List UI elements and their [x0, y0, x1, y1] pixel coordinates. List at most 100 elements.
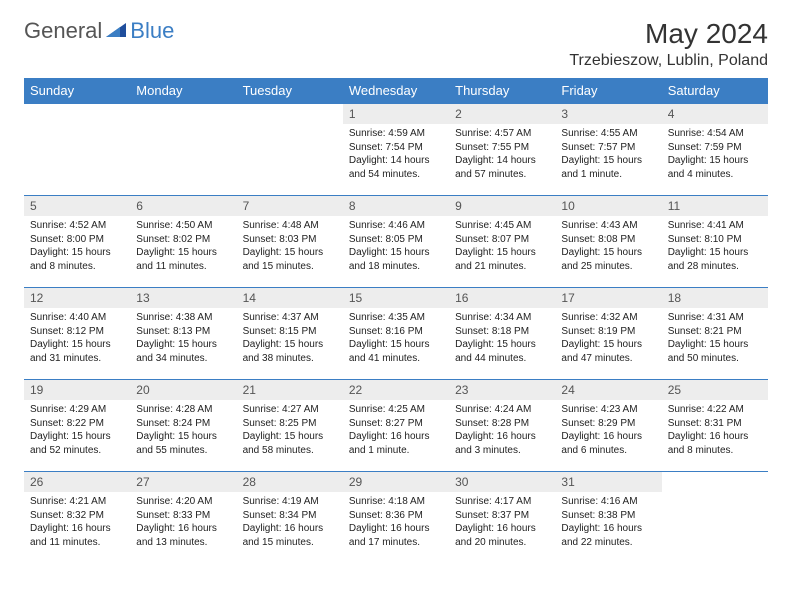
- weekday-header: Wednesday: [343, 78, 449, 104]
- calendar-day-cell: 20Sunrise: 4:28 AMSunset: 8:24 PMDayligh…: [130, 380, 236, 472]
- calendar-day-cell: 2Sunrise: 4:57 AMSunset: 7:55 PMDaylight…: [449, 104, 555, 196]
- daylight-line: Daylight: 14 hours and 57 minutes.: [455, 154, 549, 181]
- daylight-line: Daylight: 15 hours and 4 minutes.: [668, 154, 762, 181]
- day-number: 18: [662, 288, 768, 308]
- day-number: 15: [343, 288, 449, 308]
- calendar-day-cell: 8Sunrise: 4:46 AMSunset: 8:05 PMDaylight…: [343, 196, 449, 288]
- weekday-header: Thursday: [449, 78, 555, 104]
- calendar-day-cell: 9Sunrise: 4:45 AMSunset: 8:07 PMDaylight…: [449, 196, 555, 288]
- calendar-day-cell: 14Sunrise: 4:37 AMSunset: 8:15 PMDayligh…: [237, 288, 343, 380]
- calendar-day-cell: [662, 472, 768, 564]
- daylight-line: Daylight: 15 hours and 8 minutes.: [30, 246, 124, 273]
- calendar-day-cell: 13Sunrise: 4:38 AMSunset: 8:13 PMDayligh…: [130, 288, 236, 380]
- day-number: 2: [449, 104, 555, 124]
- daylight-line: Daylight: 16 hours and 1 minute.: [349, 430, 443, 457]
- calendar-day-cell: 25Sunrise: 4:22 AMSunset: 8:31 PMDayligh…: [662, 380, 768, 472]
- daylight-line: Daylight: 16 hours and 20 minutes.: [455, 522, 549, 549]
- sunrise-line: Sunrise: 4:32 AM: [561, 311, 655, 325]
- sunrise-line: Sunrise: 4:50 AM: [136, 219, 230, 233]
- sunset-line: Sunset: 8:38 PM: [561, 509, 655, 523]
- calendar-week-row: 19Sunrise: 4:29 AMSunset: 8:22 PMDayligh…: [24, 380, 768, 472]
- day-number: 14: [237, 288, 343, 308]
- day-number: 5: [24, 196, 130, 216]
- sunset-line: Sunset: 8:37 PM: [455, 509, 549, 523]
- location-text: Trzebieszow, Lublin, Poland: [569, 52, 768, 70]
- daylight-line: Daylight: 15 hours and 50 minutes.: [668, 338, 762, 365]
- sunrise-line: Sunrise: 4:48 AM: [243, 219, 337, 233]
- daylight-line: Daylight: 16 hours and 22 minutes.: [561, 522, 655, 549]
- sunset-line: Sunset: 8:32 PM: [30, 509, 124, 523]
- day-number: 19: [24, 380, 130, 400]
- sunset-line: Sunset: 8:34 PM: [243, 509, 337, 523]
- day-details: Sunrise: 4:50 AMSunset: 8:02 PMDaylight:…: [130, 216, 236, 277]
- daylight-line: Daylight: 15 hours and 38 minutes.: [243, 338, 337, 365]
- daylight-line: Daylight: 14 hours and 54 minutes.: [349, 154, 443, 181]
- sunrise-line: Sunrise: 4:37 AM: [243, 311, 337, 325]
- sunrise-line: Sunrise: 4:28 AM: [136, 403, 230, 417]
- day-number: 11: [662, 196, 768, 216]
- day-details: Sunrise: 4:38 AMSunset: 8:13 PMDaylight:…: [130, 308, 236, 369]
- sunrise-line: Sunrise: 4:59 AM: [349, 127, 443, 141]
- day-number: 29: [343, 472, 449, 492]
- day-details: Sunrise: 4:19 AMSunset: 8:34 PMDaylight:…: [237, 492, 343, 553]
- day-details: Sunrise: 4:18 AMSunset: 8:36 PMDaylight:…: [343, 492, 449, 553]
- calendar-day-cell: 3Sunrise: 4:55 AMSunset: 7:57 PMDaylight…: [555, 104, 661, 196]
- calendar-day-cell: [130, 104, 236, 196]
- sunset-line: Sunset: 8:07 PM: [455, 233, 549, 247]
- calendar-day-cell: 24Sunrise: 4:23 AMSunset: 8:29 PMDayligh…: [555, 380, 661, 472]
- daylight-line: Daylight: 15 hours and 58 minutes.: [243, 430, 337, 457]
- sunrise-line: Sunrise: 4:46 AM: [349, 219, 443, 233]
- daylight-line: Daylight: 15 hours and 21 minutes.: [455, 246, 549, 273]
- title-block: May 2024 Trzebieszow, Lublin, Poland: [569, 18, 768, 70]
- sunrise-line: Sunrise: 4:54 AM: [668, 127, 762, 141]
- calendar-day-cell: 11Sunrise: 4:41 AMSunset: 8:10 PMDayligh…: [662, 196, 768, 288]
- sunset-line: Sunset: 7:57 PM: [561, 141, 655, 155]
- sunset-line: Sunset: 8:10 PM: [668, 233, 762, 247]
- day-details: Sunrise: 4:29 AMSunset: 8:22 PMDaylight:…: [24, 400, 130, 461]
- day-number: 13: [130, 288, 236, 308]
- day-details: Sunrise: 4:25 AMSunset: 8:27 PMDaylight:…: [343, 400, 449, 461]
- day-number: 16: [449, 288, 555, 308]
- daylight-line: Daylight: 15 hours and 47 minutes.: [561, 338, 655, 365]
- day-number: 3: [555, 104, 661, 124]
- sunrise-line: Sunrise: 4:24 AM: [455, 403, 549, 417]
- day-details: Sunrise: 4:57 AMSunset: 7:55 PMDaylight:…: [449, 124, 555, 185]
- calendar-page: General Blue May 2024 Trzebieszow, Lubli…: [0, 0, 792, 582]
- sunset-line: Sunset: 8:24 PM: [136, 417, 230, 431]
- calendar-day-cell: 30Sunrise: 4:17 AMSunset: 8:37 PMDayligh…: [449, 472, 555, 564]
- day-number: 12: [24, 288, 130, 308]
- day-number: 17: [555, 288, 661, 308]
- calendar-day-cell: 6Sunrise: 4:50 AMSunset: 8:02 PMDaylight…: [130, 196, 236, 288]
- sunrise-line: Sunrise: 4:21 AM: [30, 495, 124, 509]
- calendar-day-cell: 31Sunrise: 4:16 AMSunset: 8:38 PMDayligh…: [555, 472, 661, 564]
- brand-triangle-icon: [106, 21, 126, 42]
- sunset-line: Sunset: 7:59 PM: [668, 141, 762, 155]
- sunset-line: Sunset: 8:25 PM: [243, 417, 337, 431]
- day-details: Sunrise: 4:41 AMSunset: 8:10 PMDaylight:…: [662, 216, 768, 277]
- sunrise-line: Sunrise: 4:43 AM: [561, 219, 655, 233]
- calendar-week-row: 26Sunrise: 4:21 AMSunset: 8:32 PMDayligh…: [24, 472, 768, 564]
- day-number: 22: [343, 380, 449, 400]
- day-details: Sunrise: 4:17 AMSunset: 8:37 PMDaylight:…: [449, 492, 555, 553]
- daylight-line: Daylight: 16 hours and 6 minutes.: [561, 430, 655, 457]
- sunset-line: Sunset: 8:08 PM: [561, 233, 655, 247]
- weekday-header: Tuesday: [237, 78, 343, 104]
- daylight-line: Daylight: 15 hours and 28 minutes.: [668, 246, 762, 273]
- sunset-line: Sunset: 8:29 PM: [561, 417, 655, 431]
- calendar-day-cell: 4Sunrise: 4:54 AMSunset: 7:59 PMDaylight…: [662, 104, 768, 196]
- calendar-day-cell: 29Sunrise: 4:18 AMSunset: 8:36 PMDayligh…: [343, 472, 449, 564]
- day-details: Sunrise: 4:45 AMSunset: 8:07 PMDaylight:…: [449, 216, 555, 277]
- month-title: May 2024: [569, 18, 768, 50]
- day-details: Sunrise: 4:20 AMSunset: 8:33 PMDaylight:…: [130, 492, 236, 553]
- day-number: 27: [130, 472, 236, 492]
- day-number: 30: [449, 472, 555, 492]
- daylight-line: Daylight: 15 hours and 44 minutes.: [455, 338, 549, 365]
- sunset-line: Sunset: 8:13 PM: [136, 325, 230, 339]
- sunrise-line: Sunrise: 4:38 AM: [136, 311, 230, 325]
- sunset-line: Sunset: 8:36 PM: [349, 509, 443, 523]
- brand-text-general: General: [24, 18, 102, 44]
- sunrise-line: Sunrise: 4:41 AM: [668, 219, 762, 233]
- calendar-day-cell: 10Sunrise: 4:43 AMSunset: 8:08 PMDayligh…: [555, 196, 661, 288]
- calendar-day-cell: 21Sunrise: 4:27 AMSunset: 8:25 PMDayligh…: [237, 380, 343, 472]
- day-number: 9: [449, 196, 555, 216]
